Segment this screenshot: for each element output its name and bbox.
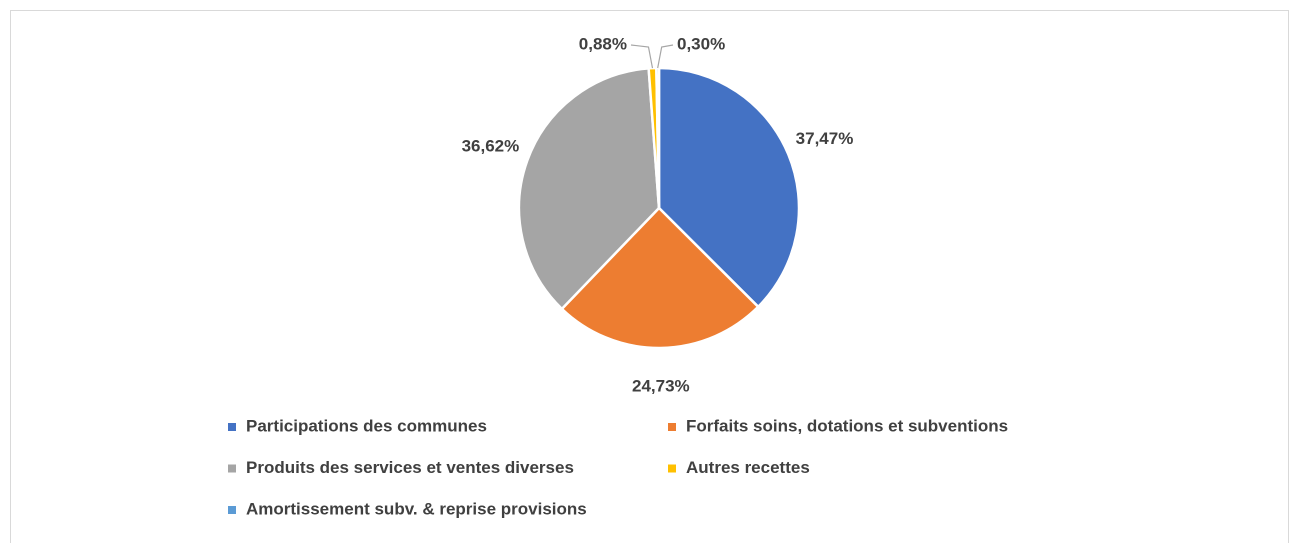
- legend-marker: [668, 423, 676, 431]
- data-label: 36,62%: [462, 137, 520, 156]
- legend-label: Produits des services et ventes diverses: [246, 458, 574, 477]
- legend-label: Autres recettes: [686, 458, 810, 477]
- legend-label: Participations des communes: [246, 416, 487, 435]
- data-label: 24,73%: [632, 377, 690, 396]
- legend-label: Amortissement subv. & reprise provisions: [246, 499, 587, 518]
- legend-marker: [228, 423, 236, 431]
- legend-marker: [228, 506, 236, 514]
- data-label: 37,47%: [796, 129, 854, 148]
- data-label: 0,30%: [677, 34, 725, 53]
- legend-marker: [228, 465, 236, 473]
- chart: 37,47% 24,73% 36,62% 0,88% 0,30% Participatio…: [0, 0, 1299, 543]
- legend-marker: [668, 465, 676, 473]
- data-label: 0,88%: [579, 34, 627, 53]
- legend-label: Forfaits soins, dotations et subventions: [686, 416, 1008, 435]
